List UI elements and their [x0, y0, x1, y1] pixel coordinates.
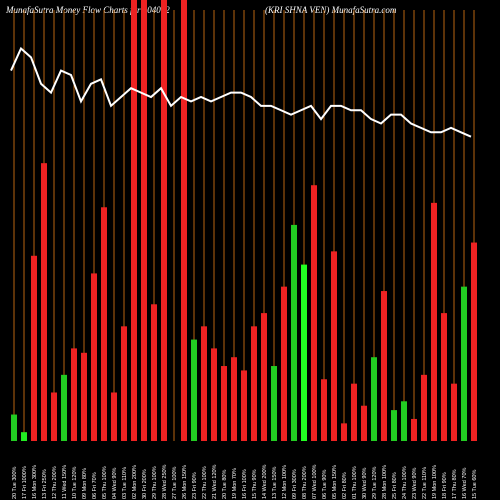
x-tick-label: 07 Wed 100%: [312, 464, 318, 499]
x-tick-label: 04 Wed 90%: [112, 467, 118, 499]
money-flow-bar: [21, 432, 27, 441]
money-flow-bar: [391, 410, 397, 441]
x-tick-label: 02 Mon 200%: [132, 465, 138, 499]
x-tick-label: 06 Tue 90%: [322, 470, 328, 499]
money-flow-bar: [231, 357, 237, 441]
x-tick-label: 16 Fri 100%: [242, 469, 248, 499]
money-flow-bar: [221, 366, 227, 441]
money-flow-bar: [131, 0, 137, 441]
money-flow-bar: [331, 251, 337, 441]
money-flow-bar: [81, 352, 87, 441]
x-tick-label: 14 Wed 200%: [262, 464, 268, 499]
x-tick-label: 25 Fri 80%: [392, 472, 398, 499]
money-flow-bar: [431, 202, 437, 441]
money-flow-bar: [141, 0, 147, 441]
money-flow-bar: [181, 0, 187, 441]
money-flow-bar: [251, 326, 257, 441]
money-flow-bar: [161, 0, 167, 441]
x-tick-label: 22 Thu 100%: [202, 466, 208, 499]
x-tick-label: 13 Tue 150%: [272, 466, 278, 499]
x-tick-label: 16 Mon 300%: [32, 465, 38, 499]
money-flow-bar: [411, 418, 417, 441]
x-tick-label: 27 Tue 100%: [172, 466, 178, 499]
money-flow-bar: [241, 370, 247, 441]
x-tick-label: 12 Thu 200%: [52, 466, 58, 499]
x-tick-label: 05 Thu 100%: [102, 466, 108, 499]
x-tick-label: 28 Wed 250%: [162, 464, 168, 499]
money-flow-bar: [271, 366, 277, 441]
x-tick-label: 05 Mon 150%: [332, 465, 338, 499]
money-flow-bar: [291, 224, 297, 441]
x-tick-label: 20 Tue 80%: [222, 470, 228, 499]
x-tick-label: 03 Tue 110%: [122, 467, 128, 499]
money-flow-bar: [361, 405, 367, 441]
x-tick-label: 18 Fri 90%: [442, 472, 448, 499]
x-tick-label: 29 Tue 120%: [372, 466, 378, 499]
x-tick-label: 21 Wed 120%: [212, 464, 218, 499]
x-tick-label: 23 Wed 90%: [412, 467, 418, 499]
money-flow-bar: [71, 348, 77, 441]
chart-title-left: MunafaSutra Money Flow Charts for 504092: [6, 5, 170, 15]
money-flow-bar: [471, 242, 477, 441]
money-flow-bar: [341, 423, 347, 441]
x-tick-label: 12 Mon 100%: [282, 465, 288, 499]
x-tick-label: 20 Tue 300%: [12, 466, 18, 499]
x-tick-label: 26 Mon 150%: [182, 465, 188, 499]
money-flow-bar: [451, 383, 457, 441]
x-tick-label: 30 Wed 90%: [362, 467, 368, 499]
price-line: [10, 46, 472, 138]
money-flow-bar: [101, 207, 107, 441]
money-flow-bar: [321, 379, 327, 441]
x-tick-label: 13 Fri 250%: [42, 469, 48, 499]
money-flow-bar: [151, 304, 157, 441]
money-flow-bar: [121, 326, 127, 441]
x-tick-label: 02 Fri 80%: [342, 472, 348, 499]
x-tick-label: 15 Thu 90%: [252, 469, 258, 499]
money-flow-bar: [371, 357, 377, 441]
money-flow-bar: [421, 374, 427, 441]
x-tick-label: 11 Wed 150%: [62, 465, 68, 499]
money-flow-bar: [281, 286, 287, 441]
x-tick-label: 17 Fri 1000%: [22, 466, 28, 499]
x-tick-label: 09 Fri 300%: [292, 469, 298, 499]
money-flow-bar: [381, 291, 387, 441]
money-flow-bar: [61, 374, 67, 441]
x-tick-label: 06 Fri 70%: [92, 472, 98, 499]
money-flow-bar: [31, 255, 37, 441]
money-flow-bar: [301, 264, 307, 441]
money-flow-bar: [41, 163, 47, 442]
money-flow-bar: [461, 286, 467, 441]
money-flow-bar: [201, 326, 207, 441]
x-tick-label: 30 Fri 200%: [142, 469, 148, 499]
x-tick-label: 23 Fri 90%: [192, 472, 198, 499]
chart-title-right: (KRI SHNA VEN) MunafaSutra.com: [265, 5, 397, 15]
money-flow-bar: [11, 414, 17, 441]
money-flow-bar: [441, 313, 447, 441]
x-tick-label: 22 Tue 110%: [422, 467, 428, 499]
money-flow-bar: [211, 348, 217, 441]
money-flow-bar: [111, 392, 117, 441]
money-flow-bar: [401, 401, 407, 441]
x-tick-label: 10 Tue 120%: [72, 466, 78, 499]
x-tick-label: 17 Thu 80%: [452, 469, 458, 499]
x-tick-label: 29 Thu 100%: [152, 466, 158, 499]
x-tick-label: 01 Thu 100%: [352, 466, 358, 499]
x-tick-label: 08 Thu 200%: [302, 466, 308, 499]
x-tick-label: 15 Tue 60%: [472, 470, 478, 499]
x-tick-label: 19 Mon 100%: [432, 465, 438, 499]
money-flow-bar: [191, 339, 197, 441]
x-tick-label: 24 Thu 100%: [402, 466, 408, 499]
money-flow-bar: [311, 185, 317, 441]
money-flow-bar: [261, 313, 267, 441]
money-flow-bar: [351, 383, 357, 441]
x-tick-label: 09 Mon 80%: [82, 468, 88, 499]
x-tick-label: 19 Mon 70%: [232, 468, 238, 499]
money-flow-bar: [51, 392, 57, 441]
x-tick-label: 16 Wed 70%: [462, 467, 468, 499]
x-tick-label: 28 Mon 100%: [382, 465, 388, 499]
money-flow-bar: [91, 273, 97, 441]
